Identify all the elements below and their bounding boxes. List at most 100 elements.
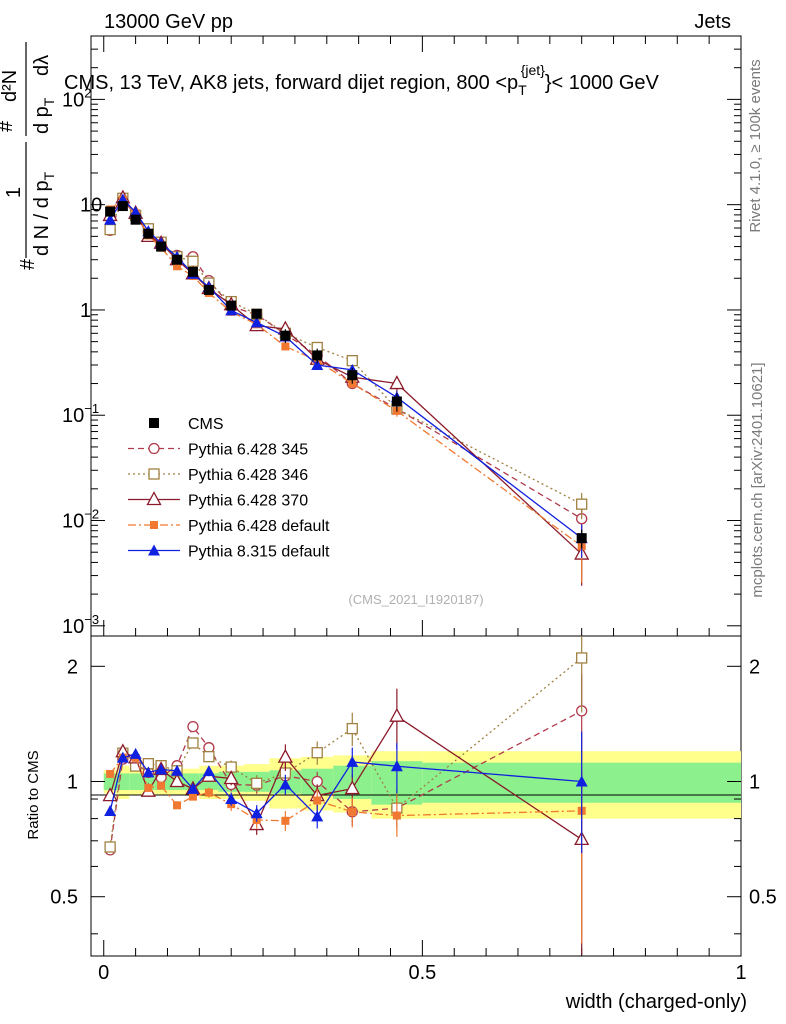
- ratio-point: [187, 737, 199, 749]
- cms-point: [187, 266, 198, 277]
- ytick-base: 1: [80, 300, 91, 322]
- ratio-ytick-label-right: 2: [749, 656, 760, 678]
- ratio-ytick-label: 0.5: [50, 887, 78, 909]
- legend-marker: [146, 491, 162, 506]
- plot-title-main: CMS, 13 TeV, AK8 jets, forward dijet reg…: [64, 72, 518, 94]
- ylabel-one: 1: [3, 187, 25, 198]
- ratio-uncertainty-bands: [103, 751, 741, 819]
- ytick-exp: 2: [84, 85, 91, 100]
- ratio-point: [344, 780, 360, 795]
- ratio-point: [223, 770, 239, 785]
- legend-label: CMS: [188, 416, 224, 433]
- cms-point: [172, 254, 183, 265]
- data-point: [576, 498, 588, 510]
- cms-point: [105, 206, 116, 217]
- ratio-point: [186, 782, 199, 794]
- data-point: [173, 262, 182, 271]
- data-point: [129, 206, 142, 218]
- ratio-point: [311, 810, 324, 822]
- ratio-point: [169, 773, 185, 788]
- ytick-base: 10: [62, 89, 84, 111]
- plot-title: CMS, 13 TeV, AK8 jets, forward dijet reg…: [64, 62, 660, 98]
- cms-point: [391, 396, 402, 407]
- ratio-point: [250, 807, 263, 819]
- series-line: [109, 198, 583, 539]
- cms-point: [203, 284, 214, 295]
- ratio-ytick-label: 1: [67, 772, 78, 794]
- ratio-point: [277, 748, 293, 763]
- ratio-point: [346, 722, 358, 735]
- ratio-point: [203, 751, 215, 763]
- plot-title-sup: {jet}: [521, 62, 545, 78]
- ratio-point: [279, 778, 292, 790]
- legend-label: Pythia 6.428 346: [188, 467, 308, 484]
- legend-label: Pythia 6.428 default: [188, 518, 330, 535]
- ylabel-d2n: d²N: [0, 70, 21, 102]
- ratio-point: [311, 747, 323, 759]
- ytick-label: 1: [80, 300, 91, 322]
- ytick-label: 10−2: [62, 507, 99, 533]
- xtick-label: 1: [735, 962, 746, 984]
- ytick-label: 10−3: [62, 612, 99, 638]
- legend-marker: [148, 468, 160, 480]
- cms-point: [251, 308, 262, 319]
- header-right: Jets: [694, 11, 731, 33]
- ratio-point: [157, 781, 166, 790]
- cms-point: [347, 370, 358, 381]
- ratio-ytick-label-right: 1: [749, 772, 760, 794]
- ytick-base: 10: [80, 195, 102, 217]
- legend: CMS Pythia 6.428 345 Pythia 6.428 346 Pythi…: [128, 416, 330, 561]
- legend-marker: [148, 442, 160, 455]
- header-left: 13000 GeV pp: [104, 11, 233, 33]
- data-point: [281, 342, 290, 351]
- ylabel-dlambda: dλ: [31, 55, 53, 76]
- ratio-point: [155, 763, 168, 775]
- ylabel-num: #: [0, 120, 17, 132]
- ratio-point: [281, 816, 290, 825]
- ylabel-hash: #: [17, 258, 39, 270]
- axis-ticks: [91, 35, 742, 956]
- ytick-exp: −1: [84, 401, 99, 416]
- ratio-point: [225, 793, 238, 805]
- main-series: [102, 189, 590, 586]
- ratio-point: [106, 769, 115, 778]
- legend-label: Pythia 6.428 345: [188, 442, 308, 459]
- xtick-label: 0.5: [408, 962, 436, 984]
- ratio-point: [576, 652, 588, 664]
- xtick-label: 0: [98, 962, 109, 984]
- ratio-series: [102, 636, 590, 955]
- ratio-ytick-label: 2: [67, 656, 78, 678]
- ratio-point: [389, 707, 405, 722]
- cms-point: [576, 533, 587, 544]
- ratio-line: [109, 756, 582, 822]
- band-inner: [129, 773, 142, 791]
- ylabel-dn: d N / d pT: [31, 171, 57, 256]
- legend-label: Pythia 6.428 370: [188, 493, 308, 510]
- cms-point: [130, 214, 141, 225]
- data-point: [311, 359, 324, 371]
- rivet-label: Rivet 4.1.0, ≥ 100k events: [747, 59, 764, 232]
- cms-point: [117, 201, 128, 212]
- ratio-ylabel: Ratio to CMS: [25, 750, 42, 839]
- cms-point: [143, 228, 154, 239]
- main-ylabel: # 1 d N / d pT # d²N d pT dλ: [0, 42, 57, 270]
- ratio-ytick-label-right: 0.5: [749, 887, 777, 909]
- ratio-point: [104, 805, 117, 817]
- ylabel-dpt: d pT: [31, 97, 57, 134]
- ratio-point: [202, 765, 215, 777]
- ratio-point: [173, 801, 182, 810]
- cms-point: [226, 300, 237, 311]
- ytick-exp: −3: [84, 612, 99, 627]
- plot-title-tail: }< 1000 GeV: [545, 72, 660, 94]
- ratio-point: [204, 788, 213, 797]
- ratio-point: [171, 764, 184, 776]
- ratio-point: [187, 720, 199, 733]
- cms-point: [156, 241, 167, 252]
- ytick-base: 10: [62, 616, 84, 638]
- series-line: [109, 196, 582, 505]
- ylabel-dn-sub: T: [41, 171, 57, 180]
- cms-point: [280, 330, 291, 341]
- series-line: [109, 198, 583, 520]
- ratio-point: [575, 775, 588, 787]
